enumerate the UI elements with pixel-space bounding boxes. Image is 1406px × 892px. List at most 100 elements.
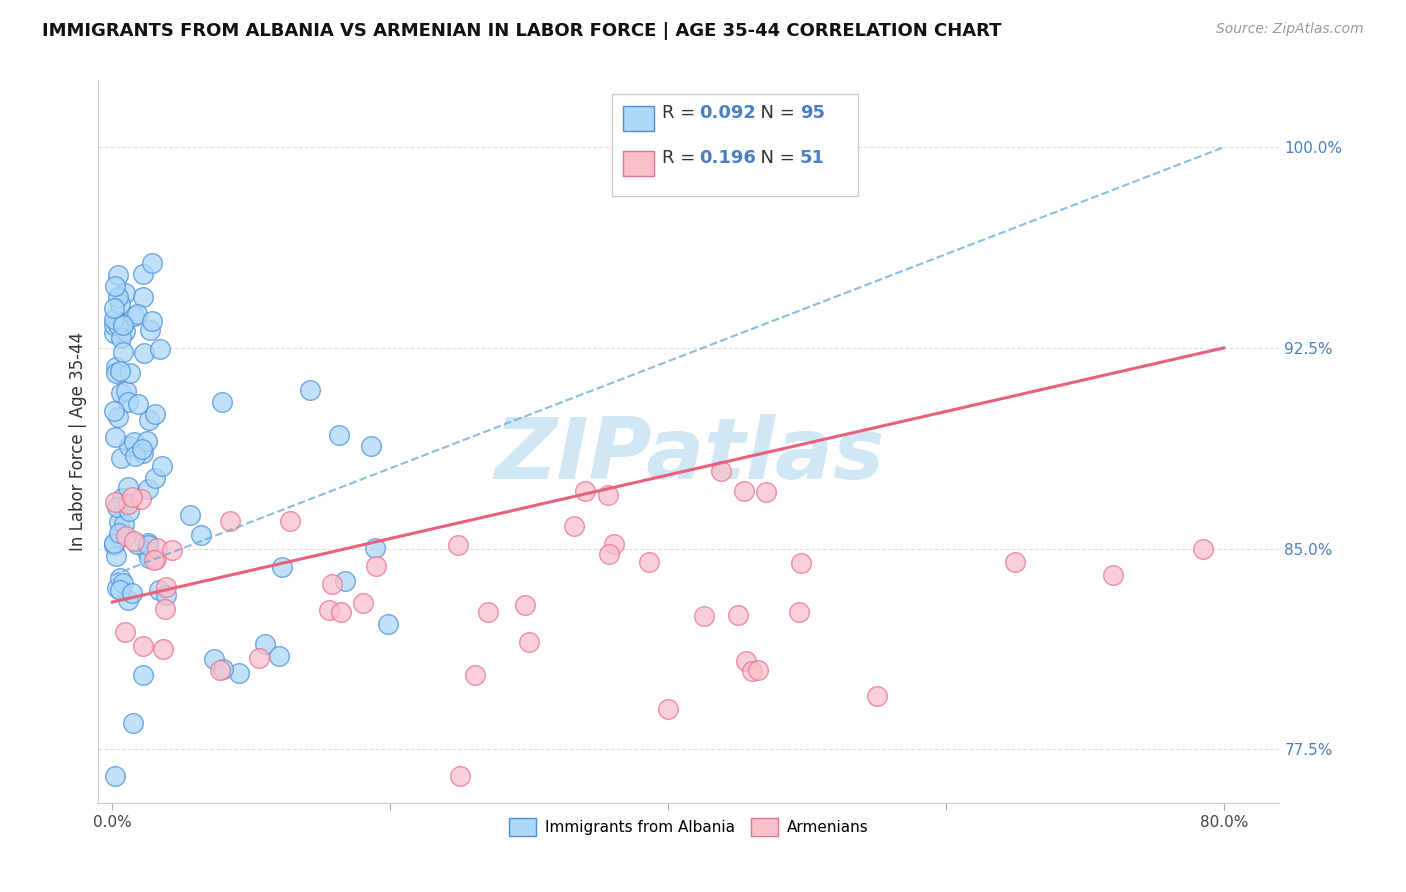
Point	[734, 654, 756, 668]
Point	[104, 495, 127, 509]
Point	[1004, 555, 1026, 569]
Point	[318, 603, 340, 617]
Point	[131, 442, 153, 456]
Point	[733, 483, 755, 498]
Point	[122, 310, 145, 324]
Point	[107, 409, 129, 424]
Point	[145, 551, 167, 566]
Point	[150, 459, 173, 474]
Point	[278, 514, 301, 528]
Point	[598, 547, 620, 561]
Point	[127, 307, 149, 321]
Point	[377, 617, 399, 632]
Text: ZIPatlas: ZIPatlas	[494, 415, 884, 498]
Point	[710, 465, 733, 479]
Point	[363, 541, 385, 555]
Point	[153, 602, 176, 616]
Point	[190, 528, 212, 542]
Point	[111, 317, 134, 331]
Text: 0.092: 0.092	[699, 104, 755, 122]
Point	[299, 383, 322, 397]
Point	[124, 534, 146, 549]
Point	[103, 312, 125, 326]
Point	[141, 256, 163, 270]
Point	[122, 434, 145, 449]
Point	[132, 639, 155, 653]
Point	[271, 559, 294, 574]
Point	[637, 555, 659, 569]
Point	[108, 364, 131, 378]
Point	[366, 559, 388, 574]
Point	[110, 450, 132, 465]
Point	[149, 342, 172, 356]
Point	[131, 290, 153, 304]
Text: R =: R =	[662, 149, 702, 167]
Point	[517, 635, 540, 649]
Point	[267, 648, 290, 663]
Point	[132, 268, 155, 282]
Point	[104, 360, 127, 375]
Point	[141, 314, 163, 328]
Point	[104, 366, 127, 380]
Point	[335, 574, 357, 588]
Point	[1101, 568, 1123, 582]
Point	[657, 702, 679, 716]
Point	[105, 549, 128, 563]
Point	[103, 326, 125, 340]
Point	[755, 485, 778, 500]
Point	[117, 592, 139, 607]
Point	[110, 571, 132, 585]
Point	[741, 664, 763, 678]
Point	[360, 439, 382, 453]
Point	[117, 395, 139, 409]
Point	[121, 490, 143, 504]
Point	[228, 665, 250, 680]
Point	[321, 577, 343, 591]
Point	[112, 575, 135, 590]
Point	[110, 582, 132, 597]
Text: N =: N =	[749, 149, 801, 167]
Point	[112, 499, 135, 513]
Legend: Immigrants from Albania, Armenians: Immigrants from Albania, Armenians	[503, 813, 875, 842]
Text: 51: 51	[800, 149, 825, 167]
Point	[212, 662, 235, 676]
Point	[129, 492, 152, 507]
Point	[103, 536, 125, 550]
Point	[112, 517, 135, 532]
Point	[132, 667, 155, 681]
Point	[329, 605, 352, 619]
Point	[104, 429, 127, 443]
Point	[143, 553, 166, 567]
Point	[105, 581, 128, 595]
Point	[117, 497, 139, 511]
Point	[110, 386, 132, 401]
Point	[352, 596, 374, 610]
Point	[727, 608, 749, 623]
Point	[112, 318, 135, 332]
Point	[114, 286, 136, 301]
Text: IMMIGRANTS FROM ALBANIA VS ARMENIAN IN LABOR FORCE | AGE 35-44 CORRELATION CHART: IMMIGRANTS FROM ALBANIA VS ARMENIAN IN L…	[42, 22, 1001, 40]
Point	[131, 446, 153, 460]
Point	[464, 668, 486, 682]
Point	[104, 278, 127, 293]
Text: Source: ZipAtlas.com: Source: ZipAtlas.com	[1216, 22, 1364, 37]
Point	[136, 536, 159, 550]
Point	[603, 537, 626, 551]
Point	[103, 301, 125, 315]
Point	[787, 605, 810, 619]
Text: 0.196: 0.196	[699, 149, 755, 167]
Point	[513, 598, 536, 612]
Point	[134, 345, 156, 359]
Point	[162, 543, 184, 558]
Point	[115, 384, 138, 398]
Point	[865, 689, 887, 703]
Point	[115, 529, 138, 543]
Y-axis label: In Labor Force | Age 35-44: In Labor Force | Age 35-44	[69, 332, 87, 551]
Text: N =: N =	[749, 104, 801, 122]
Point	[114, 324, 136, 338]
Point	[127, 536, 149, 550]
Point	[1192, 541, 1215, 556]
Point	[202, 652, 225, 666]
Point	[103, 404, 125, 418]
Point	[111, 491, 134, 505]
